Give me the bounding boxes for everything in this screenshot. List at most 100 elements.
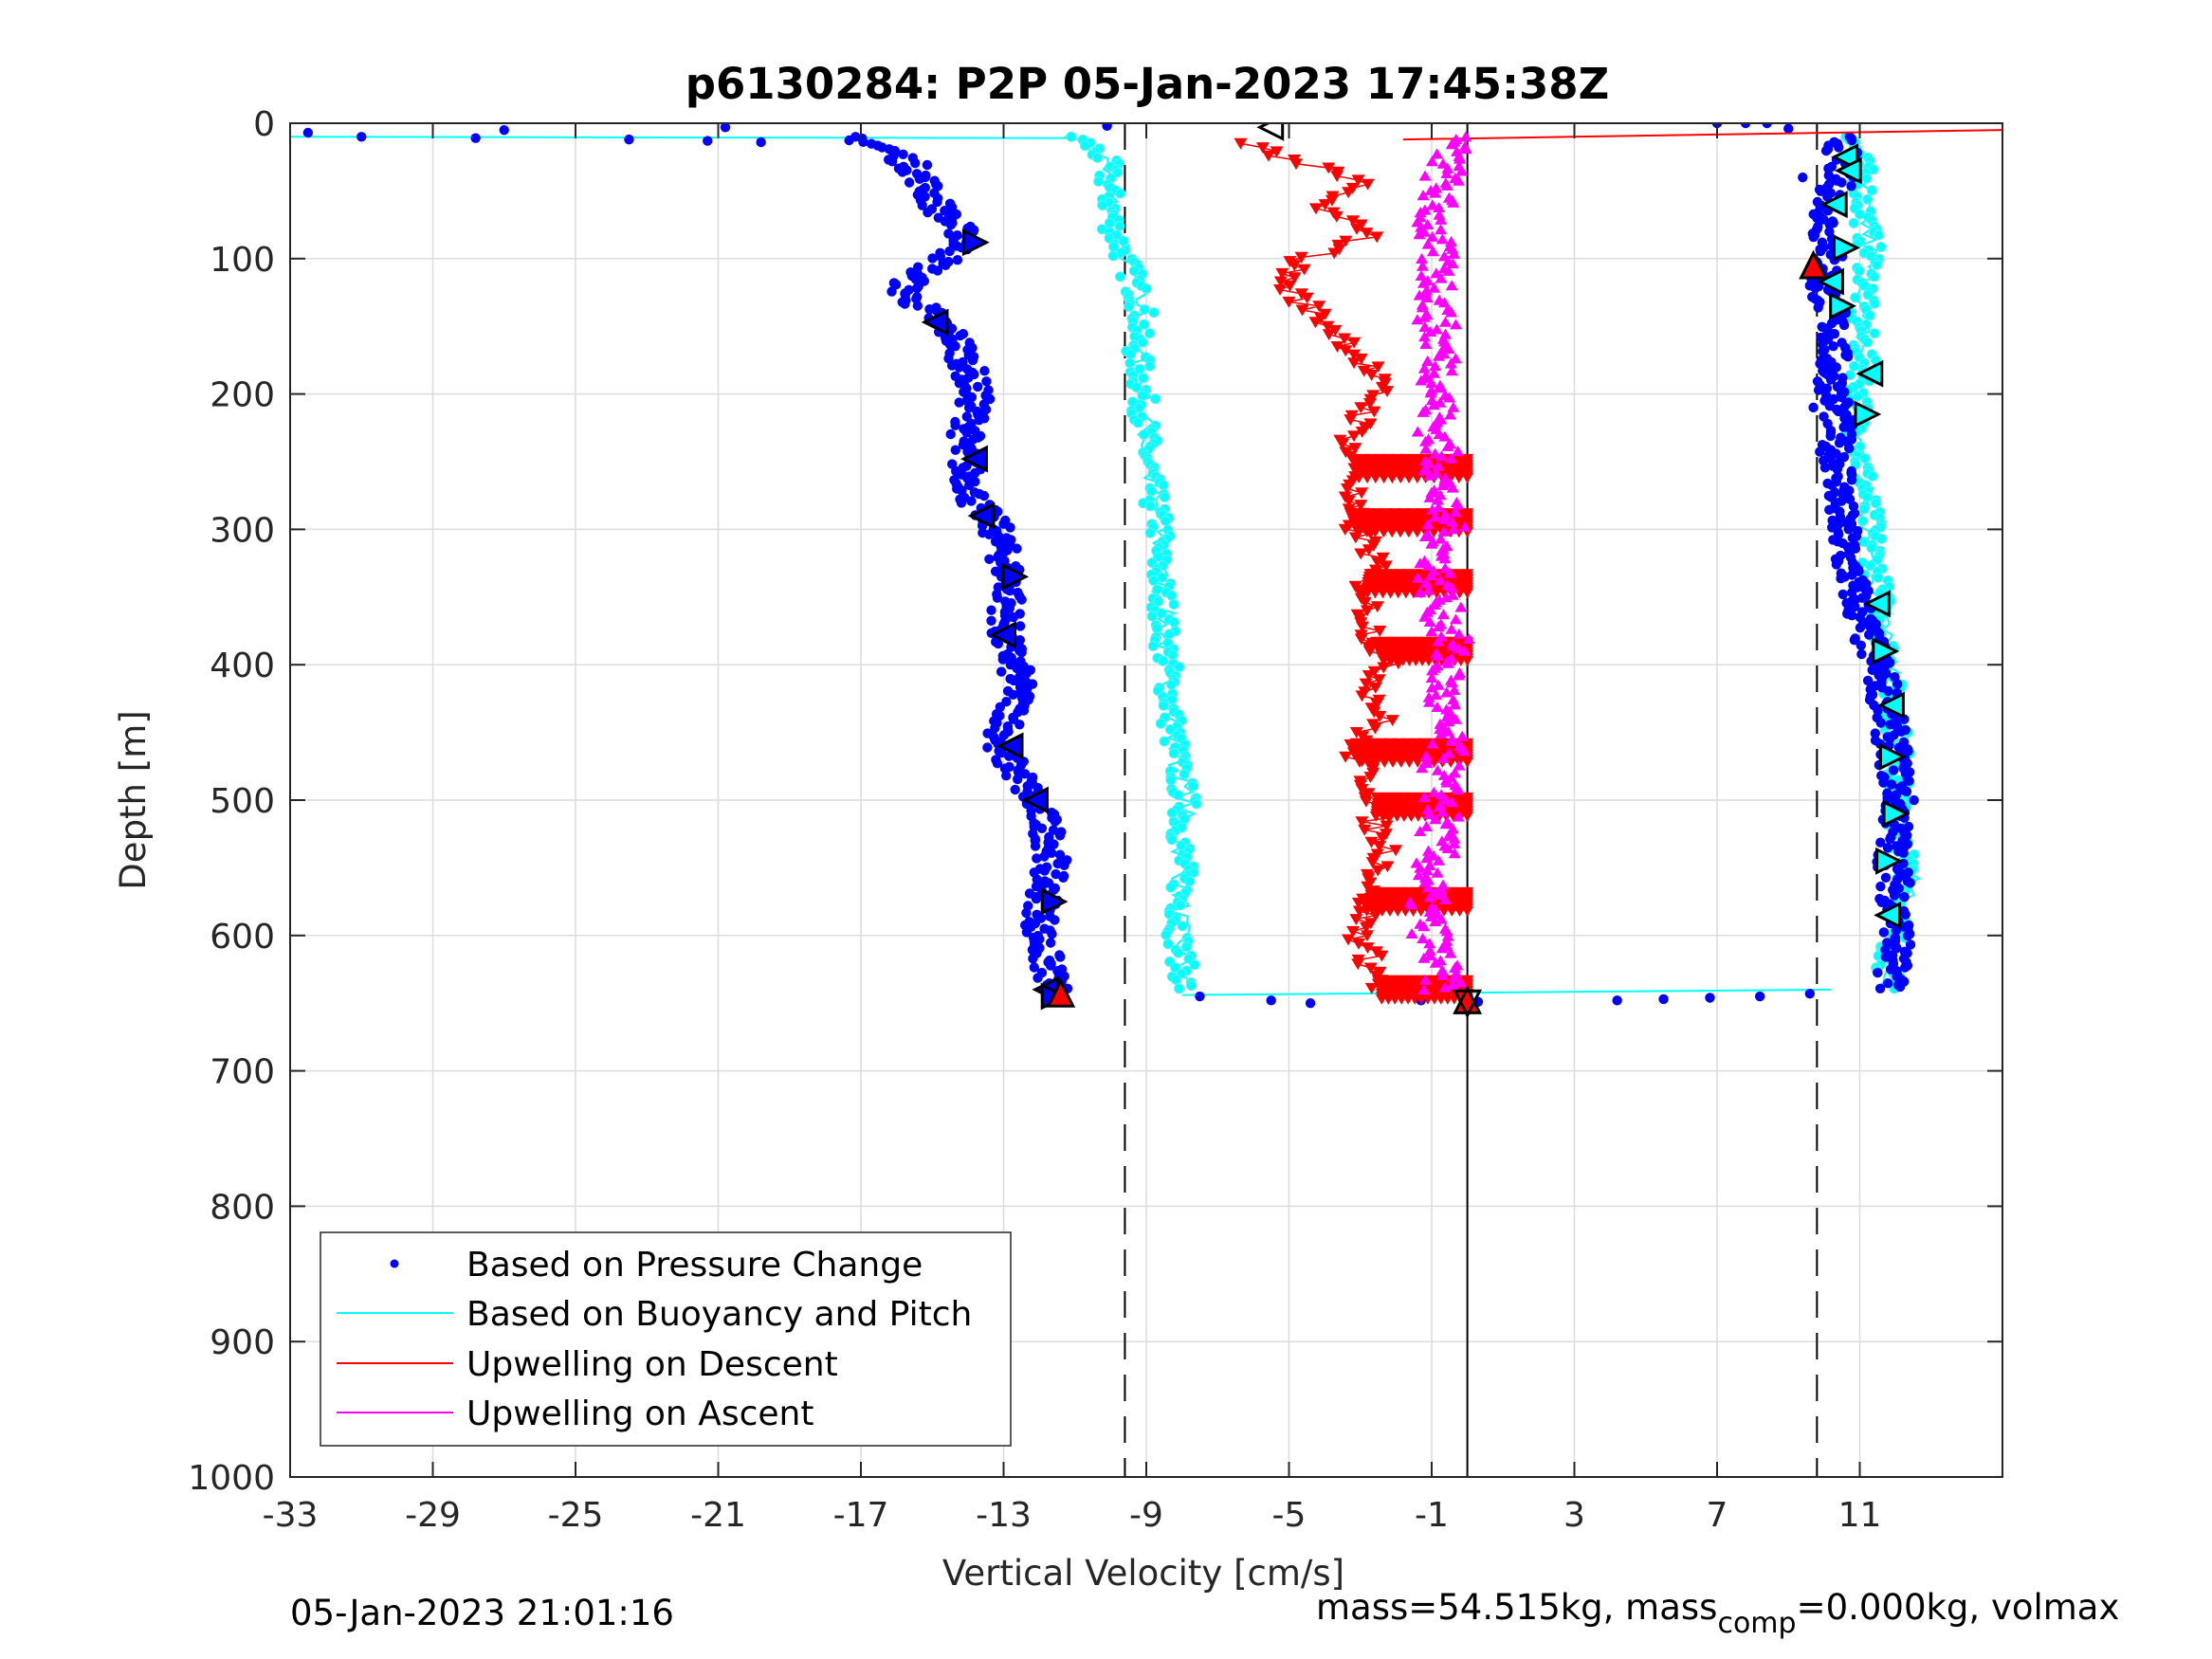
ascent-point [1435, 728, 1448, 739]
pressure-point [1048, 825, 1059, 835]
descent-spike-point [1385, 527, 1398, 538]
ascent-point [1432, 854, 1445, 866]
ascent-point [1426, 665, 1439, 676]
ascent-point [1421, 882, 1435, 893]
descent-spike-point [1402, 757, 1416, 768]
pressure-point [1824, 504, 1835, 515]
buoyancy-point [1188, 780, 1198, 792]
dive-marker-right [1829, 292, 1857, 320]
pressure-point [912, 283, 923, 294]
ascent-point [1452, 446, 1465, 457]
pressure-point [1030, 841, 1041, 851]
buoyancy-point [1181, 941, 1192, 953]
ascent-point [1432, 635, 1445, 647]
buoyancy-point [1155, 718, 1166, 729]
ascent-point [1419, 435, 1432, 447]
buoyancy-point [1862, 193, 1874, 205]
x-tick-label: 7 [1707, 1496, 1728, 1535]
buoyancy-point [1866, 185, 1877, 196]
buoyancy-point [1166, 807, 1178, 818]
descent-spike-point [1437, 905, 1451, 917]
pressure-point [1864, 629, 1874, 640]
ascent-point [1411, 572, 1424, 583]
pressure-point [1898, 848, 1909, 858]
pressure-point [982, 742, 993, 753]
buoyancy-point [1179, 769, 1190, 780]
ascent-point [1430, 689, 1442, 701]
buoyancy-point [1167, 649, 1179, 661]
red-up-marker [1799, 249, 1829, 280]
buoyancy-point [1115, 188, 1126, 199]
buoyancy-point [1865, 560, 1875, 572]
buoyancy-point [1118, 235, 1129, 246]
ascent-point [1453, 759, 1466, 771]
pressure-point [973, 381, 983, 392]
pressure-point [1045, 960, 1056, 971]
buoyancy-point [1186, 980, 1197, 992]
buoyancy-point [1093, 175, 1105, 187]
ascent-point [1432, 350, 1445, 361]
pressure-point [1844, 443, 1855, 454]
ascent-point [1421, 559, 1435, 571]
pressure-point [1813, 385, 1824, 395]
pressure-point [996, 747, 1007, 758]
pressure-point [1050, 816, 1061, 827]
buoyancy-point [1137, 391, 1148, 402]
descent-spike-point [1353, 757, 1366, 768]
y-tick-label: 500 [210, 782, 275, 821]
buoyancy-point [1191, 798, 1202, 810]
buoyancy-point [1876, 533, 1887, 544]
x-tick-label: -1 [1415, 1496, 1449, 1535]
ascent-point [1419, 337, 1433, 349]
ascent-point [1435, 964, 1449, 975]
pressure-outlier [356, 132, 367, 142]
pressure-point [1825, 430, 1836, 442]
pressure-point [1843, 524, 1854, 535]
ascent-point [1440, 925, 1453, 937]
red-up-marker [1046, 977, 1076, 1008]
ascent-point [1411, 426, 1424, 437]
pressure-point [1058, 872, 1069, 883]
buoyancy-point [1144, 360, 1156, 372]
pressure-point [996, 666, 1007, 677]
pressure-point [986, 605, 996, 615]
pressure-point [961, 411, 972, 422]
pressure-point [1899, 892, 1910, 902]
dive-marker-right [1878, 742, 1907, 771]
ascent-point [1448, 837, 1461, 848]
ascent-point [1450, 319, 1462, 330]
dive-marker-right [1040, 887, 1069, 916]
pressure-point [1875, 718, 1887, 728]
ascent-point [1439, 316, 1452, 327]
buoyancy-point [1092, 152, 1103, 163]
marker-layer [921, 123, 1910, 1019]
pressure-outlier [1762, 123, 1772, 129]
y-tick-label: 600 [210, 918, 275, 957]
pressure-point [1875, 881, 1886, 892]
buoyancy-point [1166, 679, 1177, 690]
ascent-point [1453, 628, 1466, 639]
buoyancy-point [1166, 590, 1178, 601]
legend-swatch-pressure [390, 1259, 399, 1268]
pressure-point [1888, 765, 1899, 775]
pressure-point [1033, 973, 1043, 983]
buoyancy-point [1147, 641, 1159, 651]
ascent-point [1434, 888, 1447, 900]
ascent-point [1442, 747, 1455, 758]
dive-marker-left [996, 732, 1024, 760]
buoyancy-connector [1181, 988, 1832, 996]
pressure-point [897, 167, 907, 177]
ascent-point [1431, 701, 1444, 712]
ascent-point [1445, 236, 1457, 246]
descent-spike-point [1461, 472, 1474, 483]
y-tick-label: 100 [210, 241, 275, 280]
ascent-point [1445, 280, 1458, 291]
ascent-point [1420, 865, 1434, 876]
ascent-point [1418, 320, 1432, 332]
buoyancy-point [1867, 470, 1878, 482]
footer-mass-text: mass=54.515kg, mass [1316, 1587, 1717, 1628]
ascent-point [1405, 899, 1417, 910]
ascent-point [1427, 849, 1440, 861]
dive-marker-right [1001, 562, 1030, 591]
buoyancy-point [1138, 428, 1149, 440]
